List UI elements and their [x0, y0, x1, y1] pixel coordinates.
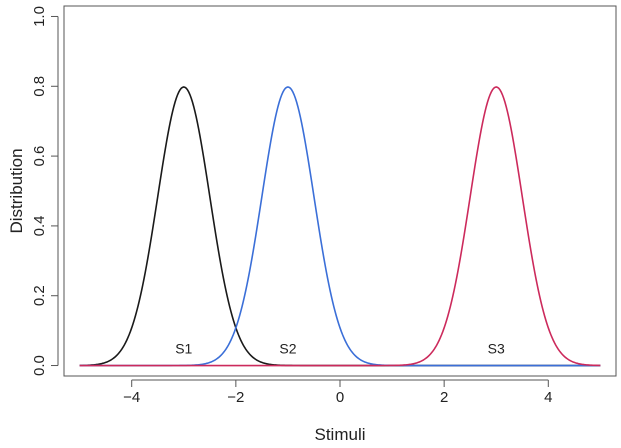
x-axis-title: Stimuli — [314, 425, 365, 444]
y-tick-label: 0.6 — [31, 146, 48, 167]
plot-frame — [63, 5, 617, 377]
y-tick-label: 0.8 — [31, 76, 48, 97]
series-curve-1 — [79, 86, 601, 367]
annotation-label-2: S2 — [279, 341, 296, 357]
y-tick-label: 0.2 — [31, 285, 48, 306]
x-axis: −4 −2 0 2 4 — [123, 379, 552, 406]
annotation-label-3: S3 — [488, 341, 505, 357]
series-curve-2 — [79, 86, 601, 367]
annotations-layer: S1 S2 S3 — [175, 341, 505, 357]
x-tick-label: −4 — [123, 389, 140, 406]
x-tick-label: 2 — [440, 389, 448, 406]
annotation-label-1: S1 — [175, 341, 192, 357]
x-tick-label: 0 — [336, 389, 344, 406]
y-tick-label: 0.0 — [31, 355, 48, 376]
y-axis-title: Distribution — [7, 148, 26, 233]
curves-layer — [79, 86, 601, 367]
y-tick-label: 0.4 — [31, 215, 48, 236]
x-tick-label: 4 — [544, 389, 552, 406]
x-tick-label: −2 — [227, 389, 244, 406]
series-curve-3 — [79, 86, 601, 367]
y-axis: 0.0 0.2 0.4 0.6 0.8 1.0 — [31, 6, 59, 376]
y-tick-label: 1.0 — [31, 6, 48, 27]
